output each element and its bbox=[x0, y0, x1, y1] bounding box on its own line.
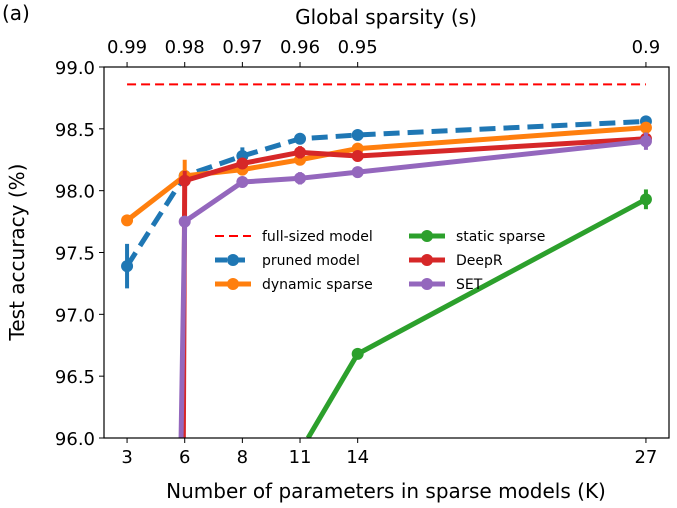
legend-marker bbox=[227, 278, 239, 290]
data-point bbox=[294, 132, 307, 145]
x-tick-label-bottom: 14 bbox=[346, 447, 369, 468]
legend-marker bbox=[421, 278, 433, 290]
y-tick-label: 99.0 bbox=[55, 58, 95, 79]
legend-item: dynamic sparse bbox=[215, 277, 373, 293]
data-point bbox=[639, 193, 652, 206]
x-tick-label-top: 0.95 bbox=[338, 37, 378, 58]
x-axis-label: Number of parameters in sparse models (K… bbox=[166, 479, 606, 503]
data-point bbox=[178, 215, 191, 228]
legend-item: full-sized model bbox=[215, 229, 373, 245]
legend-label: dynamic sparse bbox=[262, 277, 373, 293]
legend-label: full-sized model bbox=[262, 229, 373, 245]
data-point bbox=[294, 146, 307, 159]
top-axis-label: Global sparsity (s) bbox=[295, 5, 477, 29]
legend-label: pruned model bbox=[262, 253, 360, 269]
series-static-sparse bbox=[305, 189, 652, 438]
legend-marker bbox=[421, 254, 433, 266]
data-point bbox=[351, 347, 364, 360]
data-point bbox=[236, 176, 249, 189]
data-point bbox=[178, 174, 191, 187]
legend-label: static sparse bbox=[456, 229, 545, 245]
data-point bbox=[351, 150, 364, 163]
legend: full-sized model pruned model dynamic spar… bbox=[215, 229, 545, 293]
data-point bbox=[351, 166, 364, 179]
y-tick-label: 97.5 bbox=[55, 244, 95, 265]
x-tick-label-bottom: 27 bbox=[634, 447, 657, 468]
x-tick-label-top: 0.97 bbox=[222, 37, 262, 58]
x-tick-label-bottom: 8 bbox=[237, 447, 248, 468]
series-line bbox=[125, 125, 647, 223]
series-line bbox=[178, 138, 647, 438]
legend-label: SET bbox=[456, 277, 483, 293]
x-tick-label-top: 0.99 bbox=[107, 37, 147, 58]
data-point bbox=[121, 214, 134, 227]
data-point bbox=[639, 135, 652, 148]
x-tick-label-bottom: 11 bbox=[289, 447, 312, 468]
legend-item: static sparse bbox=[409, 229, 545, 245]
legend-marker bbox=[421, 230, 433, 242]
x-tick-label-bottom: 3 bbox=[121, 447, 132, 468]
series-set bbox=[178, 132, 652, 438]
legend-item: SET bbox=[409, 277, 483, 293]
x-tick-label-top: 0.9 bbox=[632, 37, 661, 58]
legend-label: DeepR bbox=[456, 253, 503, 269]
x-tick-label-bottom: 6 bbox=[179, 447, 190, 468]
x-tick-label-top: 0.96 bbox=[280, 37, 320, 58]
legend-marker bbox=[227, 254, 239, 266]
y-tick-label: 96.5 bbox=[55, 367, 95, 388]
legend-item: pruned model bbox=[215, 253, 360, 269]
data-point bbox=[294, 172, 307, 185]
data-point bbox=[121, 260, 134, 273]
legend-item: DeepR bbox=[409, 253, 503, 269]
data-point bbox=[351, 129, 364, 142]
y-axis-label: Test accuracy (%) bbox=[5, 164, 29, 342]
panel-label: (a) bbox=[2, 1, 30, 25]
data-point bbox=[236, 157, 249, 170]
y-tick-label: 98.0 bbox=[55, 182, 95, 203]
y-tick-label: 96.0 bbox=[55, 429, 95, 450]
y-tick-label: 98.5 bbox=[55, 120, 95, 141]
y-tick-label: 97.0 bbox=[55, 305, 95, 326]
data-point bbox=[639, 121, 652, 134]
x-tick-label-top: 0.98 bbox=[165, 37, 205, 58]
series-line bbox=[124, 118, 647, 268]
